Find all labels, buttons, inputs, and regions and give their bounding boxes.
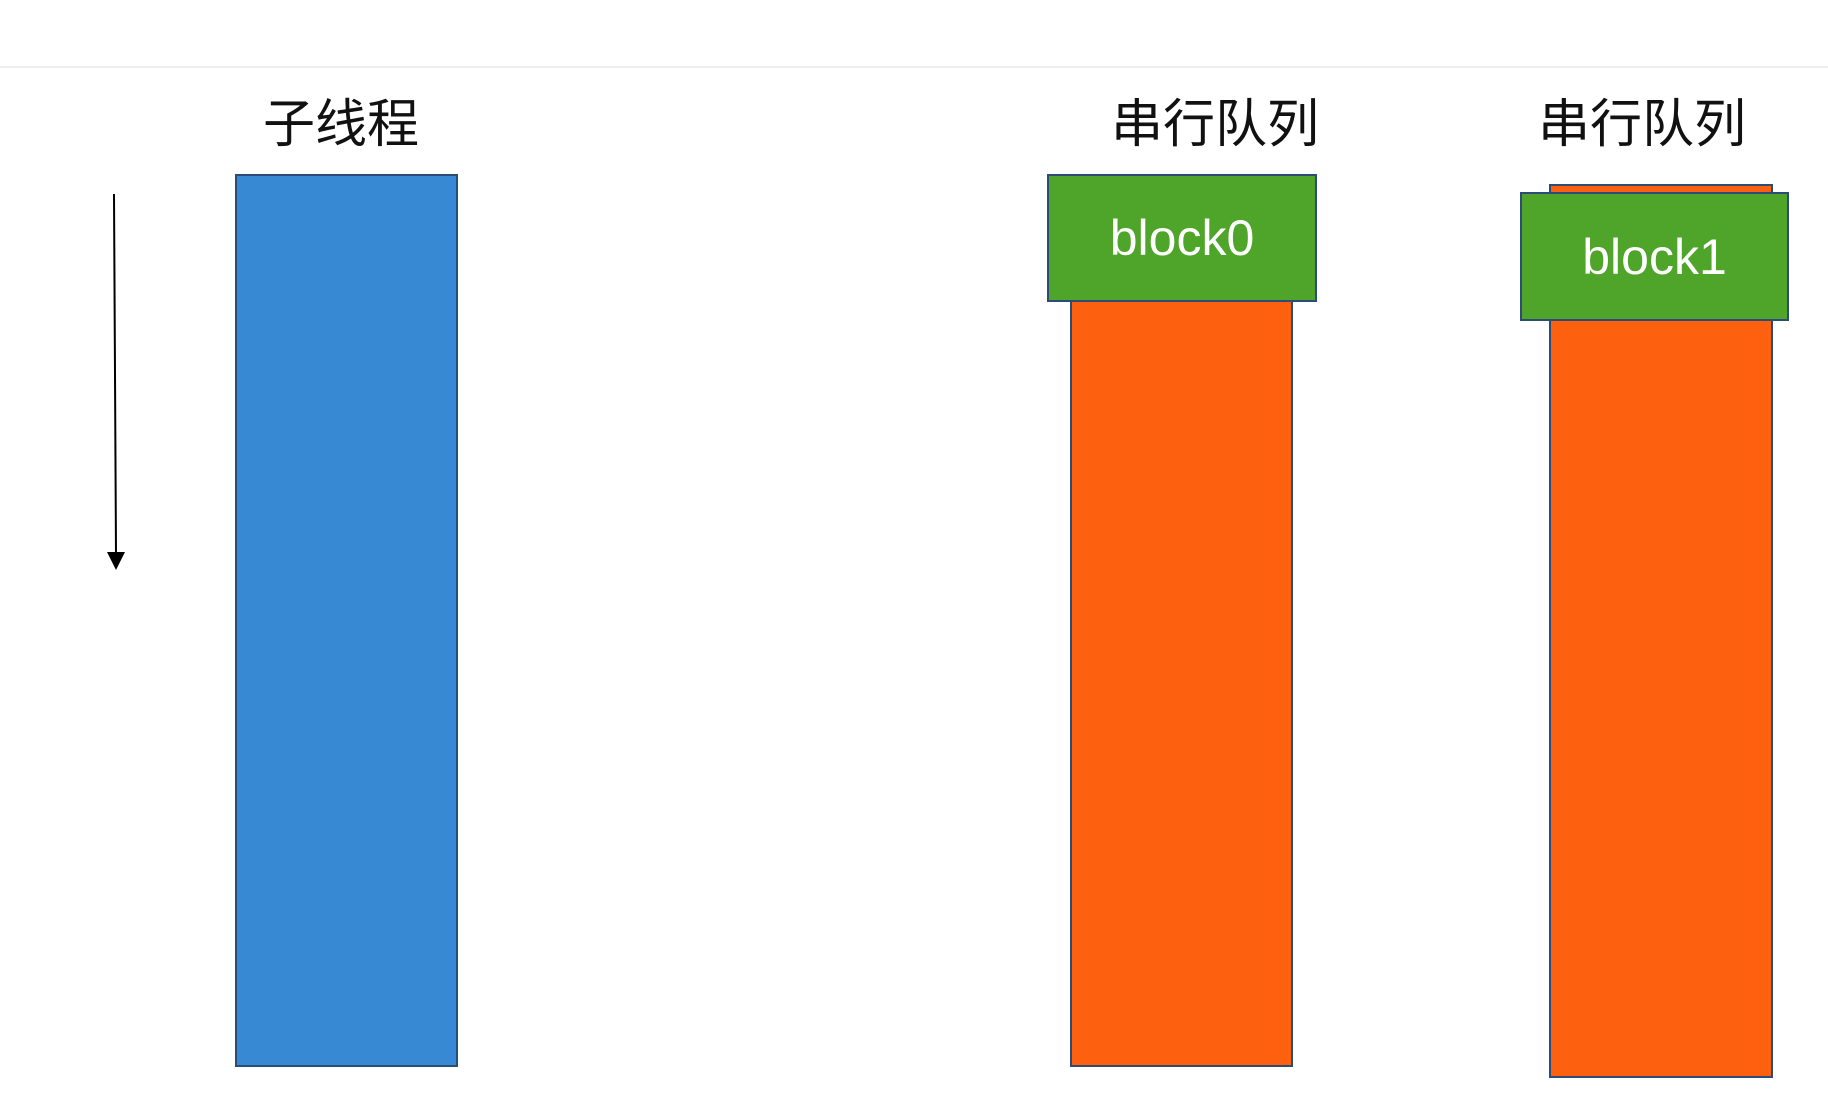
down-arrow-icon bbox=[107, 193, 125, 570]
serial-queue-label-1: 串行队列 bbox=[1110, 95, 1319, 155]
block0-box: block0 bbox=[1047, 174, 1317, 302]
serial-queue-label-2: 串行队列 bbox=[1537, 95, 1746, 155]
serial-queue-bar-1 bbox=[1070, 298, 1293, 1067]
block1-box: block1 bbox=[1520, 192, 1789, 321]
block0-label: block0 bbox=[1109, 210, 1255, 266]
thread-bar bbox=[235, 174, 458, 1067]
thread-label: 子线程 bbox=[262, 95, 419, 155]
top-divider bbox=[0, 66, 1828, 68]
arrow-head bbox=[107, 552, 125, 570]
arrow-shaft bbox=[113, 193, 117, 555]
block1-label: block1 bbox=[1582, 228, 1727, 285]
serial-queue-bar-2 bbox=[1549, 184, 1773, 1078]
